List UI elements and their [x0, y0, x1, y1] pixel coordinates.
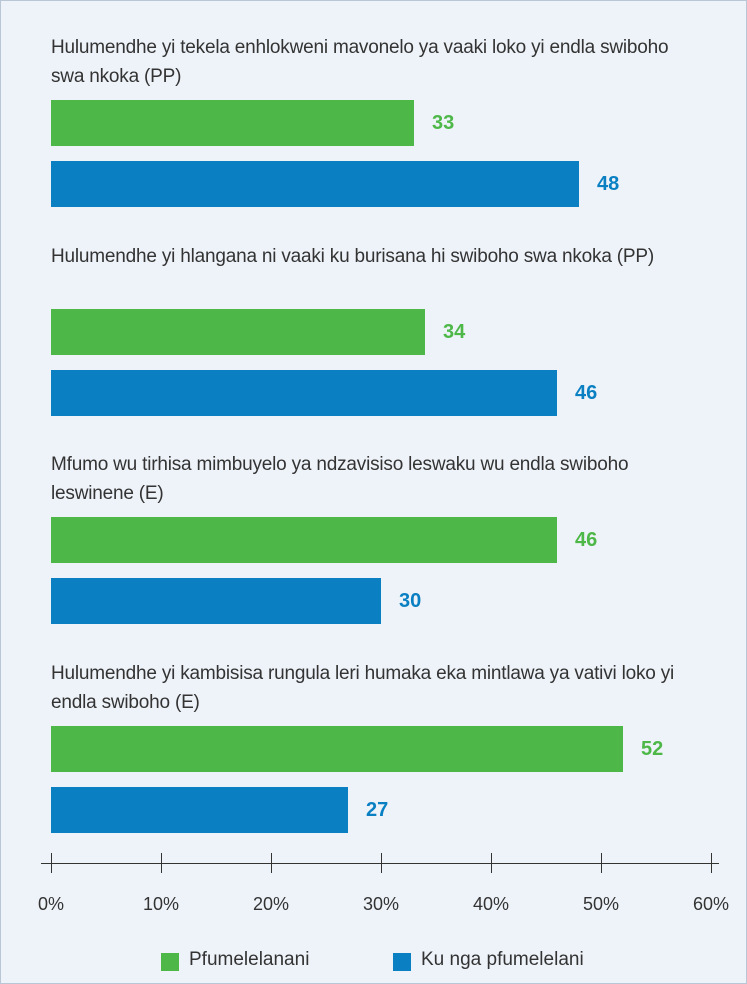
- x-tick-label: 40%: [472, 894, 510, 914]
- category-label: Hulumendhe yi tekela enhlokweni mavonelo…: [51, 37, 669, 87]
- bar: [51, 725, 623, 772]
- bar: [51, 786, 348, 833]
- value-label: 52: [641, 737, 664, 760]
- tick-mark: [271, 853, 272, 873]
- tick-mark: [491, 853, 492, 873]
- bar: [51, 517, 557, 563]
- value-label: 46: [575, 381, 598, 404]
- bar: [51, 100, 414, 146]
- x-tick-label: 30%: [362, 894, 400, 914]
- legend-swatch: [393, 953, 411, 971]
- value-label: 30: [399, 590, 422, 612]
- category-label: Mfumo wu tirhisa mimbuyelo ya ndzavisiso…: [51, 454, 629, 504]
- tick-mark: [161, 853, 162, 873]
- x-tick-label: 60%: [692, 894, 730, 914]
- tick-mark: [51, 853, 52, 873]
- tick-mark: [381, 853, 382, 873]
- x-tick-label: 10%: [142, 894, 180, 914]
- legend-label: Pfumelelanani: [189, 949, 310, 970]
- x-tick-label: 0%: [37, 894, 65, 914]
- category-label: Hulumendhe yi kambisisa rungula leri hum…: [51, 662, 675, 713]
- legend-swatch: [161, 953, 179, 971]
- x-tick-label: 20%: [252, 894, 290, 914]
- value-label: 33: [432, 112, 455, 134]
- legend-label: Ku nga pfumelelani: [421, 949, 584, 970]
- category-label: Hulumendhe yi hlangana ni vaaki ku buris…: [51, 245, 654, 267]
- value-label: 46: [575, 529, 598, 551]
- tick-mark: [711, 853, 712, 873]
- bar: [51, 308, 425, 355]
- value-label: 34: [443, 320, 466, 343]
- bar: [51, 161, 579, 207]
- x-tick-label: 50%: [582, 894, 620, 914]
- x-axis: [41, 863, 719, 864]
- bar: [51, 369, 557, 416]
- value-label: 48: [597, 173, 620, 195]
- bar: [51, 578, 381, 624]
- value-label: 27: [366, 798, 389, 821]
- tick-mark: [601, 853, 602, 873]
